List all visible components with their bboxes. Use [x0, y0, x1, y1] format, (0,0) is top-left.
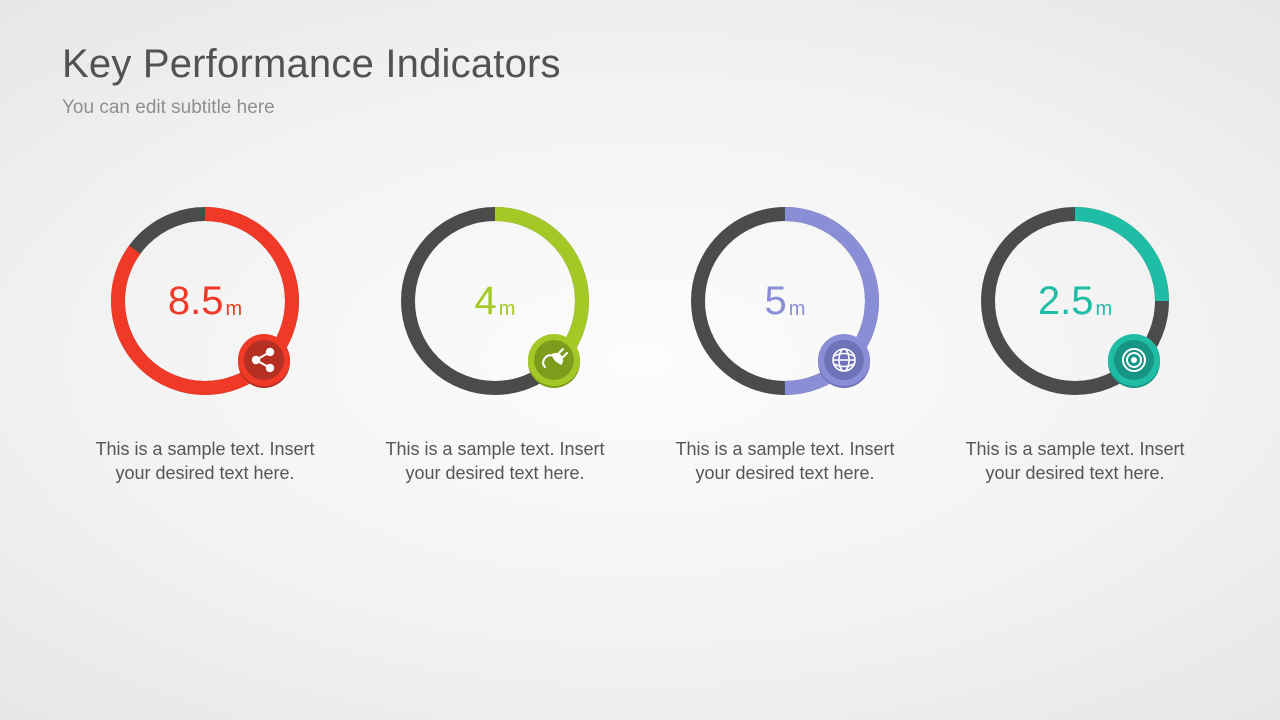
- kpi-value-unit: m: [789, 298, 806, 321]
- kpi-badge: [525, 331, 583, 389]
- kpi-share: 8.5 m: [80, 207, 330, 486]
- kpi-value-number: 2.5: [1038, 281, 1094, 321]
- kpi-row: 8.5 m: [62, 207, 1218, 486]
- share-icon: [235, 331, 293, 389]
- kpi-value-number: 4: [475, 281, 497, 321]
- kpi-badge: [815, 331, 873, 389]
- kpi-value-unit: m: [499, 298, 516, 321]
- kpi-value-number: 5: [765, 281, 787, 321]
- kpi-ring: 8.5 m: [111, 207, 299, 395]
- kpi-badge: [235, 331, 293, 389]
- kpi-power: 4 m: [370, 207, 620, 486]
- kpi-description: This is a sample text. Insert your desir…: [675, 437, 895, 486]
- kpi-description: This is a sample text. Insert your desir…: [95, 437, 315, 486]
- kpi-description: This is a sample text. Insert your desir…: [965, 437, 1185, 486]
- kpi-ring: 5 m: [691, 207, 879, 395]
- kpi-ring: 4 m: [401, 207, 589, 395]
- broadcast-icon: [1105, 331, 1163, 389]
- globe-icon: [815, 331, 873, 389]
- slide: Key Performance Indicators You can edit …: [0, 0, 1280, 720]
- kpi-value-unit: m: [1095, 298, 1112, 321]
- kpi-value-unit: m: [225, 298, 242, 321]
- kpi-description: This is a sample text. Insert your desir…: [385, 437, 605, 486]
- kpi-badge: [1105, 331, 1163, 389]
- page-subtitle: You can edit subtitle here: [62, 97, 1218, 119]
- plug-icon: [525, 331, 583, 389]
- kpi-signal: 2.5 m This is a sa: [950, 207, 1200, 486]
- kpi-value-number: 8.5: [168, 281, 224, 321]
- page-title: Key Performance Indicators: [62, 42, 1218, 87]
- kpi-globe: 5 m: [660, 207, 910, 486]
- kpi-ring: 2.5 m: [981, 207, 1169, 395]
